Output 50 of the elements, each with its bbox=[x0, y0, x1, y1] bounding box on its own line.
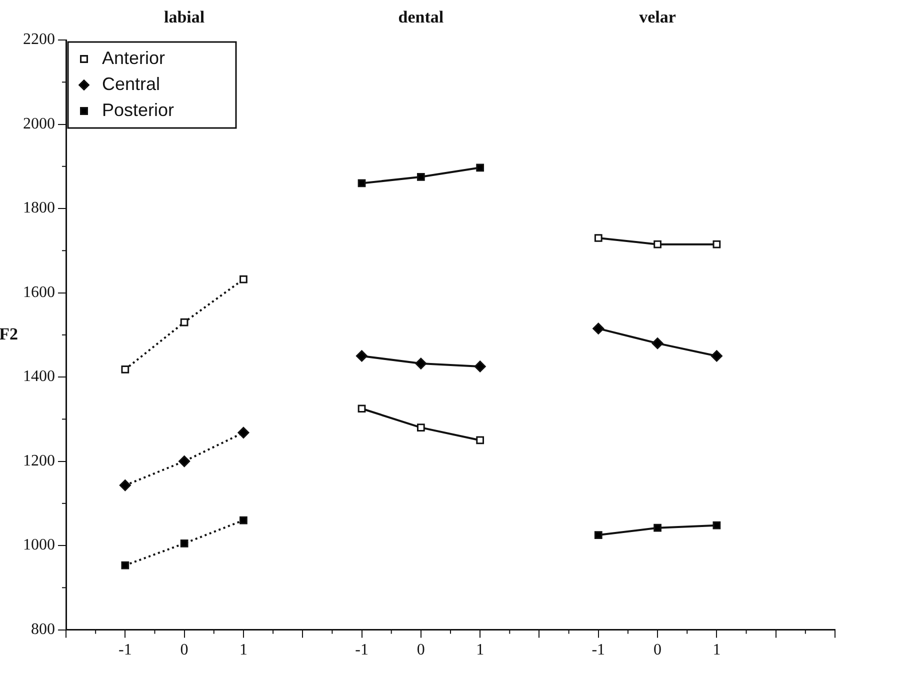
y-tick-label: 1000 bbox=[23, 536, 55, 554]
point bbox=[710, 350, 722, 362]
text: velar bbox=[639, 7, 676, 26]
legend-label: Central bbox=[102, 74, 160, 94]
point bbox=[416, 424, 425, 432]
point bbox=[416, 172, 425, 181]
x-tick-label: 1 bbox=[476, 642, 484, 659]
point bbox=[594, 234, 602, 242]
point bbox=[712, 240, 721, 248]
point bbox=[652, 338, 664, 350]
x-tick-label: 0 bbox=[654, 642, 662, 659]
point bbox=[476, 164, 484, 172]
point bbox=[594, 531, 602, 539]
point bbox=[119, 480, 131, 492]
y-tick-label: 1800 bbox=[23, 200, 55, 217]
point bbox=[476, 436, 484, 444]
y-tick-label: 1400 bbox=[23, 368, 55, 386]
point bbox=[415, 358, 427, 370]
point bbox=[654, 240, 662, 248]
y-tick-label: 1200 bbox=[23, 452, 55, 470]
x-tick-label: -1 bbox=[118, 642, 132, 659]
point bbox=[358, 179, 366, 188]
point bbox=[121, 366, 130, 374]
point bbox=[712, 521, 721, 530]
point bbox=[121, 561, 130, 570]
point bbox=[180, 318, 188, 326]
x-tick-label: 0 bbox=[416, 642, 425, 659]
y-tick-label: 2200 bbox=[23, 31, 55, 48]
text: dental bbox=[398, 7, 444, 26]
point bbox=[178, 456, 190, 468]
point bbox=[654, 524, 662, 532]
x-tick-label: 1 bbox=[712, 642, 721, 659]
x-tick-label: -1 bbox=[592, 642, 606, 659]
point bbox=[238, 426, 250, 438]
point bbox=[474, 360, 486, 372]
legend-label: Posterior bbox=[102, 100, 174, 120]
x-tick-label: 0 bbox=[180, 642, 188, 659]
point bbox=[358, 404, 366, 413]
point bbox=[356, 350, 368, 362]
point bbox=[240, 516, 248, 524]
y-tick-label: 2000 bbox=[23, 115, 55, 132]
y-tick-label: 1600 bbox=[23, 284, 55, 301]
legend-label: Anterior bbox=[102, 48, 166, 68]
x-tick-label: 1 bbox=[239, 642, 248, 659]
y-tick-label: 800 bbox=[31, 621, 55, 638]
text: labial bbox=[164, 7, 205, 26]
point bbox=[180, 540, 188, 548]
point bbox=[592, 322, 604, 334]
x-tick-label: -1 bbox=[355, 642, 368, 659]
point bbox=[240, 275, 248, 284]
